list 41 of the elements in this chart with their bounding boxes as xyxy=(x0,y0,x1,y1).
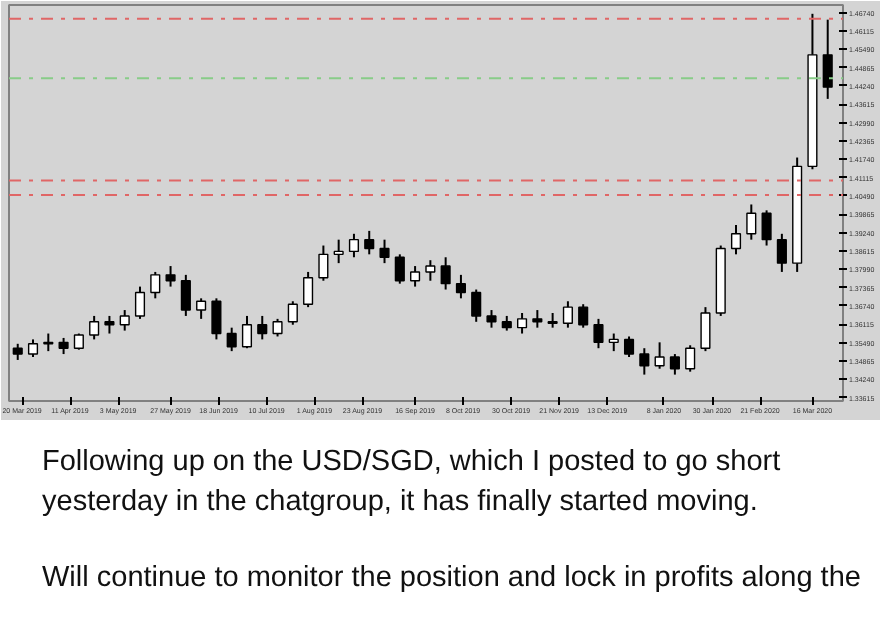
candlestick xyxy=(379,238,390,265)
candlestick xyxy=(134,285,146,320)
candlestick xyxy=(471,288,482,323)
candlestick xyxy=(410,265,421,288)
candlestick xyxy=(333,238,344,265)
candlestick xyxy=(226,326,237,353)
candlestick xyxy=(730,224,742,256)
candlestick xyxy=(685,344,696,373)
candlestick xyxy=(150,270,161,300)
candlestick xyxy=(517,312,528,335)
candlestick xyxy=(669,353,680,376)
candlestick xyxy=(241,314,253,350)
text: Will continue to monitor the position and lock in profits along the xyxy=(42,560,863,598)
candlestick xyxy=(746,203,757,241)
candlestick xyxy=(119,309,130,332)
candlestick xyxy=(440,256,451,291)
candlestick xyxy=(455,273,466,300)
candlestick xyxy=(593,317,604,350)
candlestick xyxy=(287,300,298,326)
candlestick xyxy=(562,300,573,329)
candlestick xyxy=(303,270,314,309)
candlestick xyxy=(211,297,222,341)
text: Following up on the USD/SGD, which I posted to go short yesterday in the chatgroup, it has finally started moving. xyxy=(42,444,783,522)
candlestick xyxy=(257,314,268,341)
candlestick xyxy=(578,303,589,329)
candlestick xyxy=(639,347,650,376)
candlestick xyxy=(89,314,100,341)
candlestick xyxy=(180,273,191,317)
candlestick xyxy=(348,232,360,259)
candlestick xyxy=(761,209,772,247)
candlestick xyxy=(394,253,405,285)
candlestick xyxy=(425,259,436,282)
candlestick xyxy=(364,229,375,256)
candlestick xyxy=(654,341,665,370)
candlestick xyxy=(165,265,176,288)
candlestick xyxy=(196,297,207,320)
candlestick xyxy=(700,306,711,353)
candlestick xyxy=(822,18,833,100)
candlestick xyxy=(623,335,635,358)
candlestick xyxy=(318,244,329,282)
candlestick xyxy=(776,232,787,273)
